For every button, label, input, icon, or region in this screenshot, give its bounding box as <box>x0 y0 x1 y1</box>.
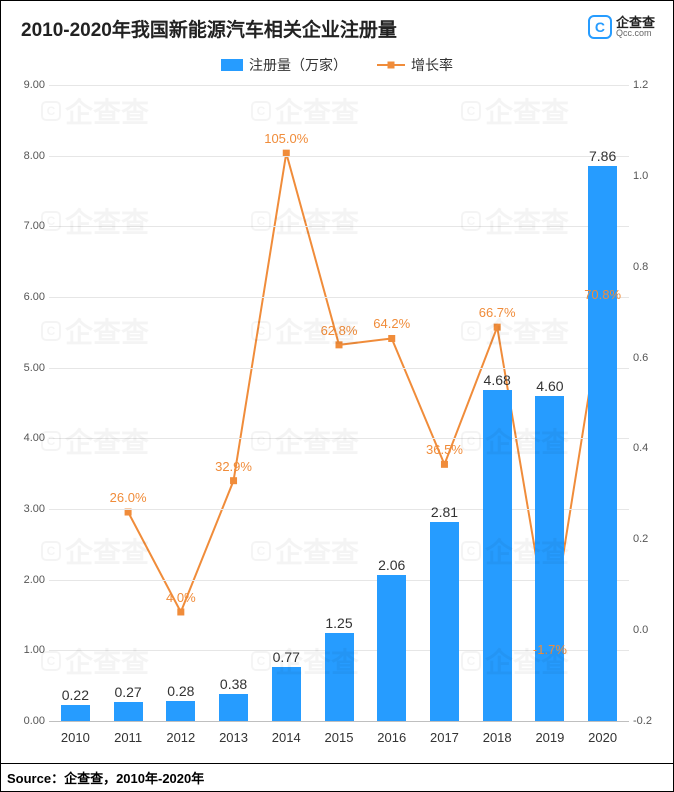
bar <box>114 702 143 721</box>
bar-value-label: 0.28 <box>167 683 194 699</box>
line-value-label: 62.8% <box>321 323 358 338</box>
y-right-tick: 0.6 <box>633 352 667 364</box>
y-left-tick: 9.00 <box>9 79 45 91</box>
bar-value-label: 4.68 <box>484 372 511 388</box>
brand-name-en: Qcc.com <box>616 29 655 38</box>
x-tick-label: 2013 <box>219 730 248 745</box>
gridline <box>49 368 629 369</box>
plot-area: 0.001.002.003.004.005.006.007.008.009.00… <box>49 85 629 721</box>
chart-title: 2010-2020年我国新能源汽车相关企业注册量 <box>21 15 397 42</box>
legend: 注册量（万家） 增长率 <box>1 55 673 75</box>
bar <box>219 694 248 721</box>
legend-line: 增长率 <box>377 55 453 75</box>
brand-badge: C 企查查 Qcc.com <box>588 15 655 39</box>
y-left-tick: 1.00 <box>9 644 45 656</box>
bar <box>272 667 301 721</box>
y-left-tick: 6.00 <box>9 291 45 303</box>
line-value-label: 66.7% <box>479 305 516 320</box>
y-left-tick: 2.00 <box>9 574 45 586</box>
line-value-label: -1.7% <box>533 642 567 657</box>
bar-value-label: 2.81 <box>431 504 458 520</box>
brand-logo-icon: C <box>588 15 612 39</box>
y-right-tick: 0.0 <box>633 624 667 636</box>
gridline <box>49 156 629 157</box>
line-marker <box>494 324 501 331</box>
y-left-tick: 3.00 <box>9 503 45 515</box>
gridline <box>49 226 629 227</box>
x-tick-label: 2014 <box>272 730 301 745</box>
line-value-label: 32.9% <box>215 459 252 474</box>
bar <box>61 705 90 721</box>
line-marker <box>177 608 184 615</box>
x-tick-label: 2012 <box>166 730 195 745</box>
bar-value-label: 0.77 <box>273 649 300 665</box>
y-right-tick: 0.4 <box>633 442 667 454</box>
bar <box>430 522 459 721</box>
y-right-tick: -0.2 <box>633 715 667 727</box>
legend-bar-label: 注册量（万家） <box>249 55 347 75</box>
source-line: Source：企查查，2010年-2020年 <box>1 763 673 791</box>
y-left-tick: 4.00 <box>9 432 45 444</box>
gridline <box>49 721 629 722</box>
x-tick-label: 2020 <box>588 730 617 745</box>
bar <box>325 633 354 721</box>
bar <box>377 575 406 721</box>
bar-value-label: 1.25 <box>325 615 352 631</box>
line-value-label: 26.0% <box>110 490 147 505</box>
x-tick-label: 2010 <box>61 730 90 745</box>
y-left-tick: 8.00 <box>9 150 45 162</box>
gridline <box>49 297 629 298</box>
bar-value-label: 2.06 <box>378 557 405 573</box>
bar-value-label: 0.22 <box>62 687 89 703</box>
line-value-label: 64.2% <box>373 316 410 331</box>
line-marker <box>388 335 395 342</box>
x-tick-label: 2015 <box>325 730 354 745</box>
chart-container: 2010-2020年我国新能源汽车相关企业注册量 C 企查查 Qcc.com 注… <box>0 0 674 792</box>
x-tick-label: 2017 <box>430 730 459 745</box>
x-tick-label: 2018 <box>483 730 512 745</box>
x-tick-label: 2016 <box>377 730 406 745</box>
y-right-tick: 0.8 <box>633 261 667 273</box>
bar-value-label: 0.38 <box>220 676 247 692</box>
line-marker <box>441 461 448 468</box>
bar-value-label: 4.60 <box>536 378 563 394</box>
line-marker <box>336 341 343 348</box>
bar <box>588 166 617 721</box>
line-marker <box>230 477 237 484</box>
legend-line-swatch <box>377 64 405 66</box>
line-value-label: 105.0% <box>264 131 308 146</box>
legend-line-label: 增长率 <box>411 55 453 75</box>
y-left-tick: 7.00 <box>9 220 45 232</box>
line-value-label: 4.0% <box>166 590 196 605</box>
x-tick-label: 2019 <box>535 730 564 745</box>
bar <box>535 396 564 721</box>
gridline <box>49 85 629 86</box>
bar-value-label: 7.86 <box>589 148 616 164</box>
bar-value-label: 0.27 <box>114 684 141 700</box>
bar <box>166 701 195 721</box>
y-right-tick: 1.0 <box>633 170 667 182</box>
line-value-label: 70.8% <box>584 287 621 302</box>
legend-bar-swatch <box>221 59 243 71</box>
x-tick-label: 2011 <box>114 730 142 745</box>
y-left-tick: 0.00 <box>9 715 45 727</box>
legend-bar: 注册量（万家） <box>221 55 347 75</box>
y-right-tick: 1.2 <box>633 79 667 91</box>
line-value-label: 36.5% <box>426 442 463 457</box>
y-left-tick: 5.00 <box>9 362 45 374</box>
bar <box>483 390 512 721</box>
y-right-tick: 0.2 <box>633 533 667 545</box>
